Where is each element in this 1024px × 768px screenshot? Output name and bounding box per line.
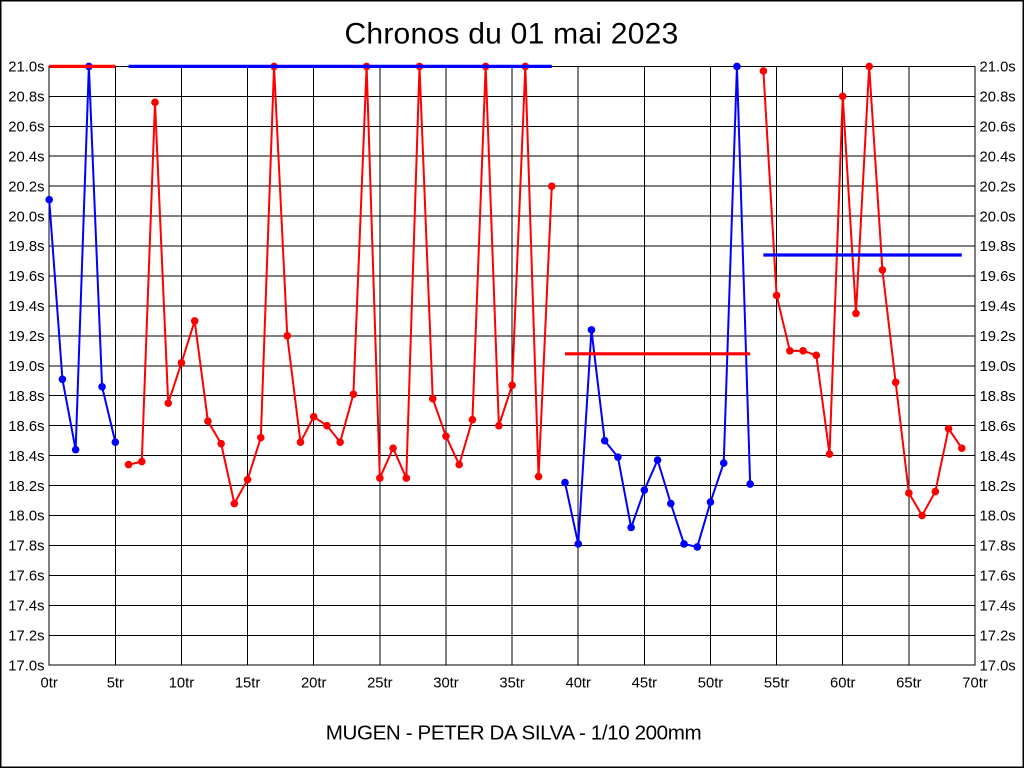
- svg-text:19.8s: 19.8s: [8, 239, 44, 255]
- svg-text:19.6s: 19.6s: [980, 269, 1016, 285]
- svg-text:20.2s: 20.2s: [980, 179, 1016, 195]
- svg-text:19.6s: 19.6s: [8, 269, 44, 285]
- svg-text:20.4s: 20.4s: [8, 149, 44, 165]
- svg-text:17.6s: 17.6s: [8, 569, 44, 585]
- svg-text:18.4s: 18.4s: [980, 449, 1016, 465]
- svg-text:55tr: 55tr: [764, 676, 790, 692]
- svg-text:18.2s: 18.2s: [8, 479, 44, 495]
- svg-text:17.4s: 17.4s: [8, 599, 44, 615]
- svg-text:0tr: 0tr: [41, 676, 58, 692]
- svg-text:18.6s: 18.6s: [8, 419, 44, 435]
- svg-text:19.0s: 19.0s: [8, 359, 44, 375]
- svg-text:20.0s: 20.0s: [8, 209, 44, 225]
- svg-text:21.0s: 21.0s: [8, 60, 44, 76]
- svg-text:15tr: 15tr: [235, 676, 261, 692]
- svg-text:19.0s: 19.0s: [980, 359, 1016, 375]
- svg-text:21.0s: 21.0s: [980, 60, 1016, 76]
- svg-text:18.2s: 18.2s: [980, 479, 1016, 495]
- svg-text:18.0s: 18.0s: [8, 509, 44, 525]
- svg-text:20.4s: 20.4s: [980, 149, 1016, 165]
- svg-text:19.8s: 19.8s: [980, 239, 1016, 255]
- svg-text:17.8s: 17.8s: [980, 539, 1016, 555]
- svg-text:5tr: 5tr: [107, 676, 124, 692]
- svg-text:35tr: 35tr: [499, 676, 525, 692]
- svg-text:20.8s: 20.8s: [8, 90, 44, 106]
- svg-text:20tr: 20tr: [301, 676, 327, 692]
- svg-text:18.0s: 18.0s: [980, 509, 1016, 525]
- svg-text:10tr: 10tr: [169, 676, 195, 692]
- svg-text:60tr: 60tr: [830, 676, 856, 692]
- svg-text:17.0s: 17.0s: [980, 658, 1016, 674]
- svg-text:18.8s: 18.8s: [8, 389, 44, 405]
- svg-text:19.4s: 19.4s: [8, 299, 44, 315]
- svg-text:19.4s: 19.4s: [980, 299, 1016, 315]
- svg-text:25tr: 25tr: [367, 676, 393, 692]
- svg-text:18.4s: 18.4s: [8, 449, 44, 465]
- svg-text:70tr: 70tr: [962, 676, 988, 692]
- svg-text:20.0s: 20.0s: [980, 209, 1016, 225]
- svg-text:45tr: 45tr: [632, 676, 658, 692]
- svg-text:20.2s: 20.2s: [8, 179, 44, 195]
- svg-text:17.8s: 17.8s: [8, 539, 44, 555]
- svg-text:40tr: 40tr: [565, 676, 591, 692]
- svg-text:65tr: 65tr: [896, 676, 922, 692]
- svg-text:30tr: 30tr: [433, 676, 459, 692]
- svg-text:50tr: 50tr: [698, 676, 724, 692]
- svg-text:Chronos du 01 mai 2023: Chronos du 01 mai 2023: [344, 18, 678, 51]
- svg-text:19.2s: 19.2s: [980, 329, 1016, 345]
- svg-text:19.2s: 19.2s: [8, 329, 44, 345]
- svg-text:MUGEN - PETER DA SILVA - 1/10: MUGEN - PETER DA SILVA - 1/10 200mm: [326, 722, 702, 745]
- svg-text:17.0s: 17.0s: [8, 658, 44, 674]
- svg-text:17.4s: 17.4s: [980, 599, 1016, 615]
- svg-text:20.6s: 20.6s: [8, 119, 44, 135]
- svg-text:18.8s: 18.8s: [980, 389, 1016, 405]
- svg-text:17.6s: 17.6s: [980, 569, 1016, 585]
- svg-text:20.6s: 20.6s: [980, 119, 1016, 135]
- svg-text:17.2s: 17.2s: [8, 628, 44, 644]
- svg-text:17.2s: 17.2s: [980, 628, 1016, 644]
- svg-text:20.8s: 20.8s: [980, 90, 1016, 106]
- svg-text:18.6s: 18.6s: [980, 419, 1016, 435]
